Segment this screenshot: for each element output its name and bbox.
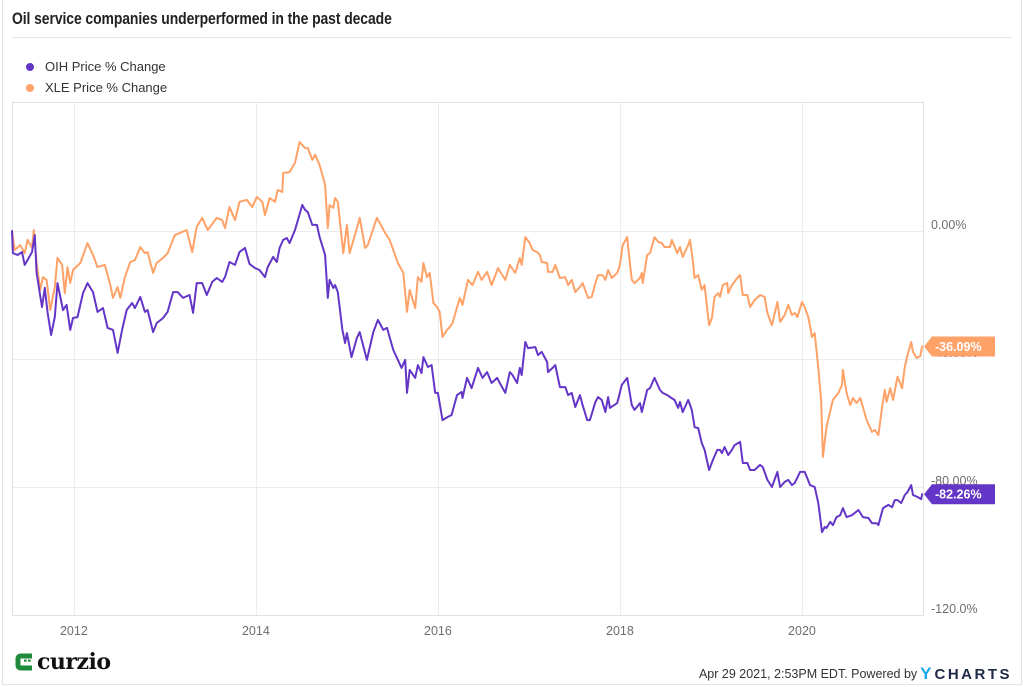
x-axis-labels: 2012 2014 2016 2018 2020	[60, 624, 816, 638]
x-tick-label: 2014	[242, 624, 270, 638]
curzio-logo-text: curzio	[37, 649, 111, 675]
curzio-logo: curzio	[15, 651, 111, 673]
end-value-label-oih: -82.26%	[924, 484, 995, 505]
series-line-xle	[11, 141, 924, 458]
x-tick-label: 2018	[606, 624, 634, 638]
legend-item-xle: XLE Price % Change	[26, 77, 167, 98]
series-line-oih	[11, 204, 924, 534]
gridlines	[12, 102, 923, 616]
footer-attribution: Apr 29 2021, 2:53PM EDT. Powered by Y CH…	[699, 664, 1012, 684]
y-axis-labels: 0.00% -40.00% -80.00% -120.0%	[931, 218, 978, 616]
end-value-label-oih-text: -82.26%	[935, 488, 982, 502]
legend-dot-oih-icon	[26, 62, 34, 71]
end-value-label-oih-bg	[924, 484, 995, 505]
plot-area-border	[12, 102, 924, 616]
end-value-label-xle-text: -36.09%	[935, 340, 982, 354]
legend-label-oih: OIH Price % Change	[45, 59, 166, 74]
timestamp-text: Apr 29 2021, 2:53PM EDT. Powered by	[698, 667, 918, 681]
y-tick-label: -120.0%	[931, 602, 978, 616]
ycharts-logo-y-icon: Y	[920, 664, 932, 683]
ycharts-logo-text: CHARTS	[934, 665, 1012, 683]
legend-item-oih: OIH Price % Change	[26, 56, 167, 77]
legend-dot-xle-icon	[26, 83, 34, 92]
x-tick-label: 2016	[424, 624, 452, 638]
chart-title: Oil service companies underperformed in …	[12, 9, 392, 28]
legend-label-xle: XLE Price % Change	[45, 80, 168, 95]
end-value-label-xle-bg	[924, 336, 995, 357]
legend: OIH Price % Change XLE Price % Change	[26, 56, 167, 98]
end-value-label-xle: -36.09%	[924, 336, 995, 357]
x-tick-label: 2020	[788, 624, 816, 638]
x-tick-label: 2012	[60, 624, 88, 638]
curzio-logo-mark-icon	[15, 653, 32, 671]
y-tick-label: 0.00%	[931, 218, 966, 232]
title-divider	[12, 37, 1012, 38]
